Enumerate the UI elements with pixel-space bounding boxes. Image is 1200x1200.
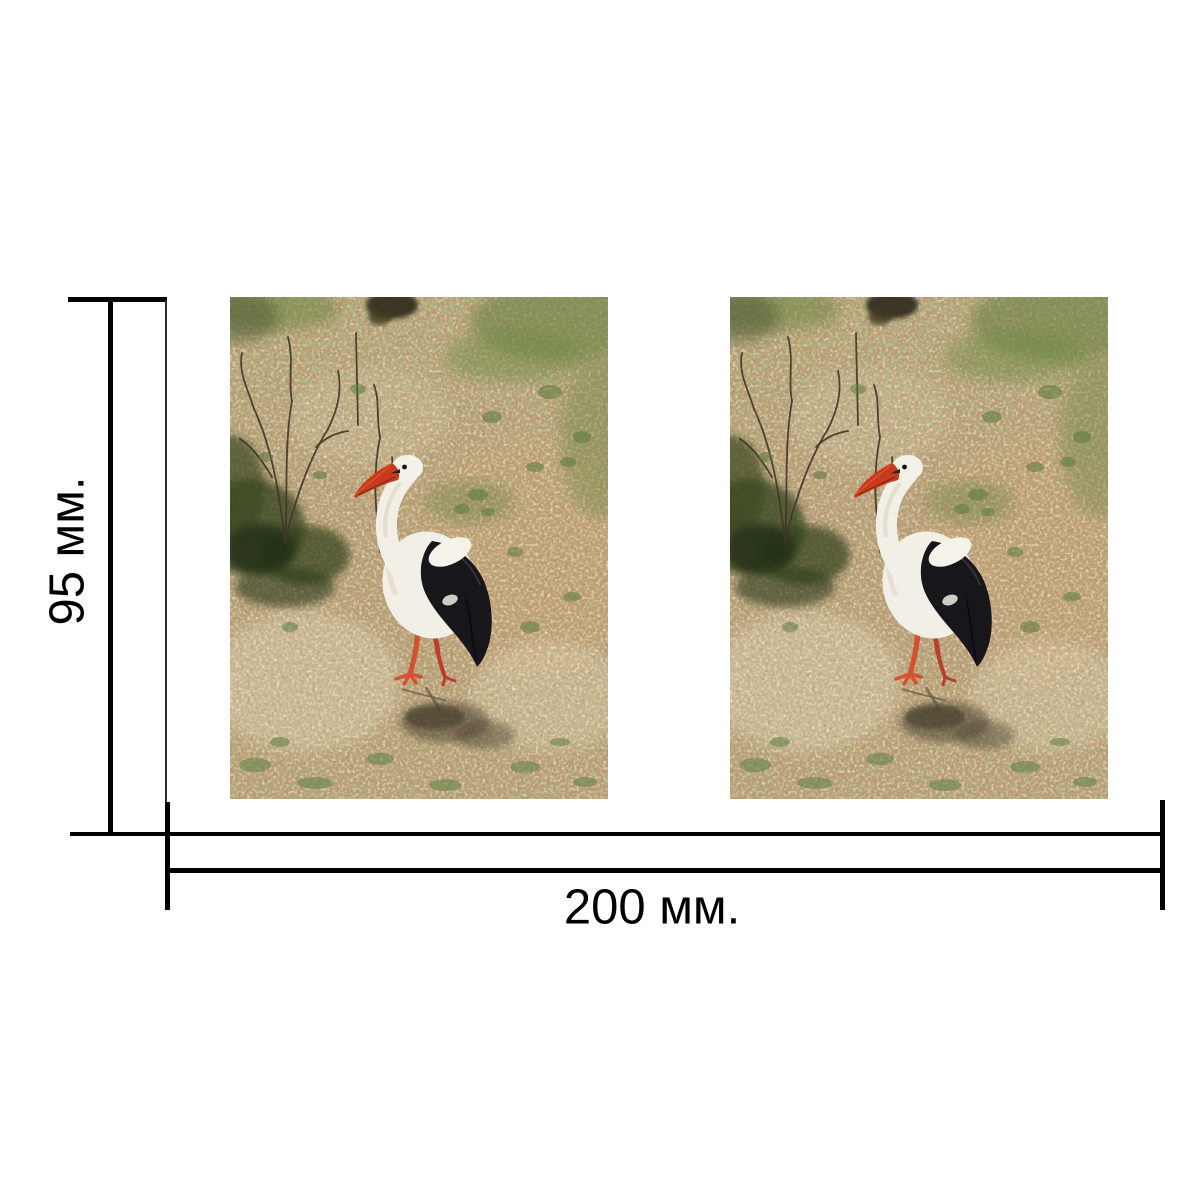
height-dimension-label: 95 мм. [40, 476, 95, 626]
height-dimension-top-tick [68, 297, 167, 302]
width-dimension-right-tick [1160, 800, 1165, 910]
width-dimension-label: 200 мм. [563, 880, 741, 935]
stork-photo-right [730, 297, 1108, 799]
sheet-bottom-edge-line [70, 832, 1165, 836]
sheet-left-edge-line [165, 300, 167, 802]
height-dimension-line [108, 299, 113, 836]
width-dimension-line [165, 868, 1165, 873]
width-dimension-left-tick [165, 802, 170, 910]
stork-photo-left [230, 297, 608, 799]
